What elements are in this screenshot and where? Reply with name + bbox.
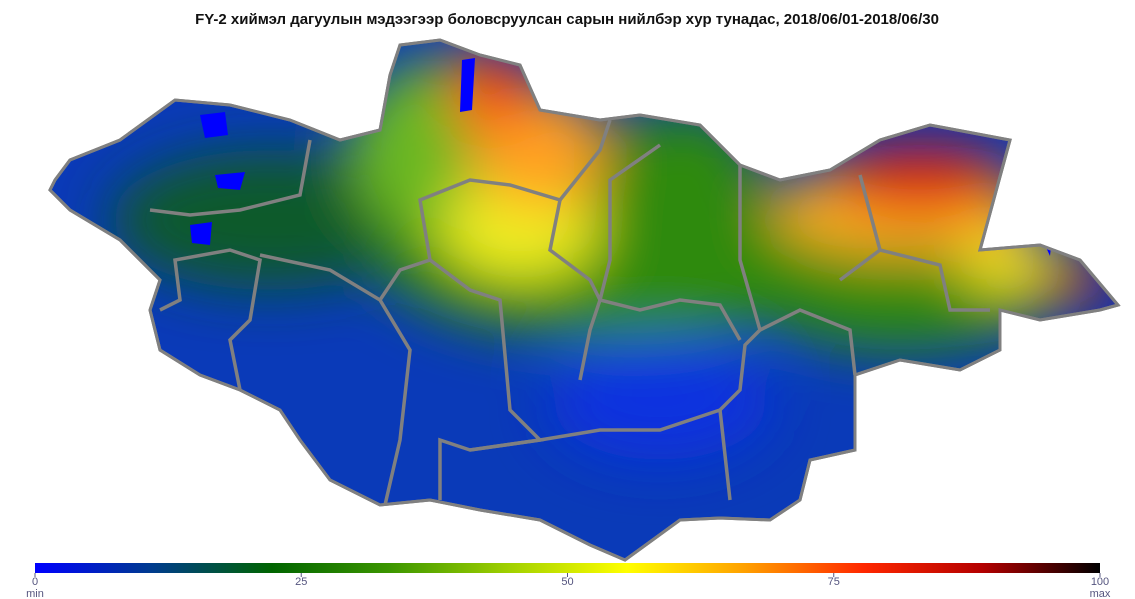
colorbar-tick-label: 100 xyxy=(1091,576,1109,588)
map-title: FY-2 хиймэл дагуулын мэдээгээр боловсруу… xyxy=(195,11,939,28)
colorbar-tick-label: 0 xyxy=(32,576,38,588)
country-border xyxy=(48,38,1121,562)
colorbar-tick-label: 50 xyxy=(561,576,573,588)
colorbar-min-label: min xyxy=(26,588,44,599)
colorbar-tick-label: 25 xyxy=(295,576,307,588)
precipitation-field xyxy=(50,40,1118,560)
colorbar-max-label: max xyxy=(1090,588,1111,599)
colorbar-tick-label: 75 xyxy=(828,576,840,588)
colorbar xyxy=(35,563,1100,573)
